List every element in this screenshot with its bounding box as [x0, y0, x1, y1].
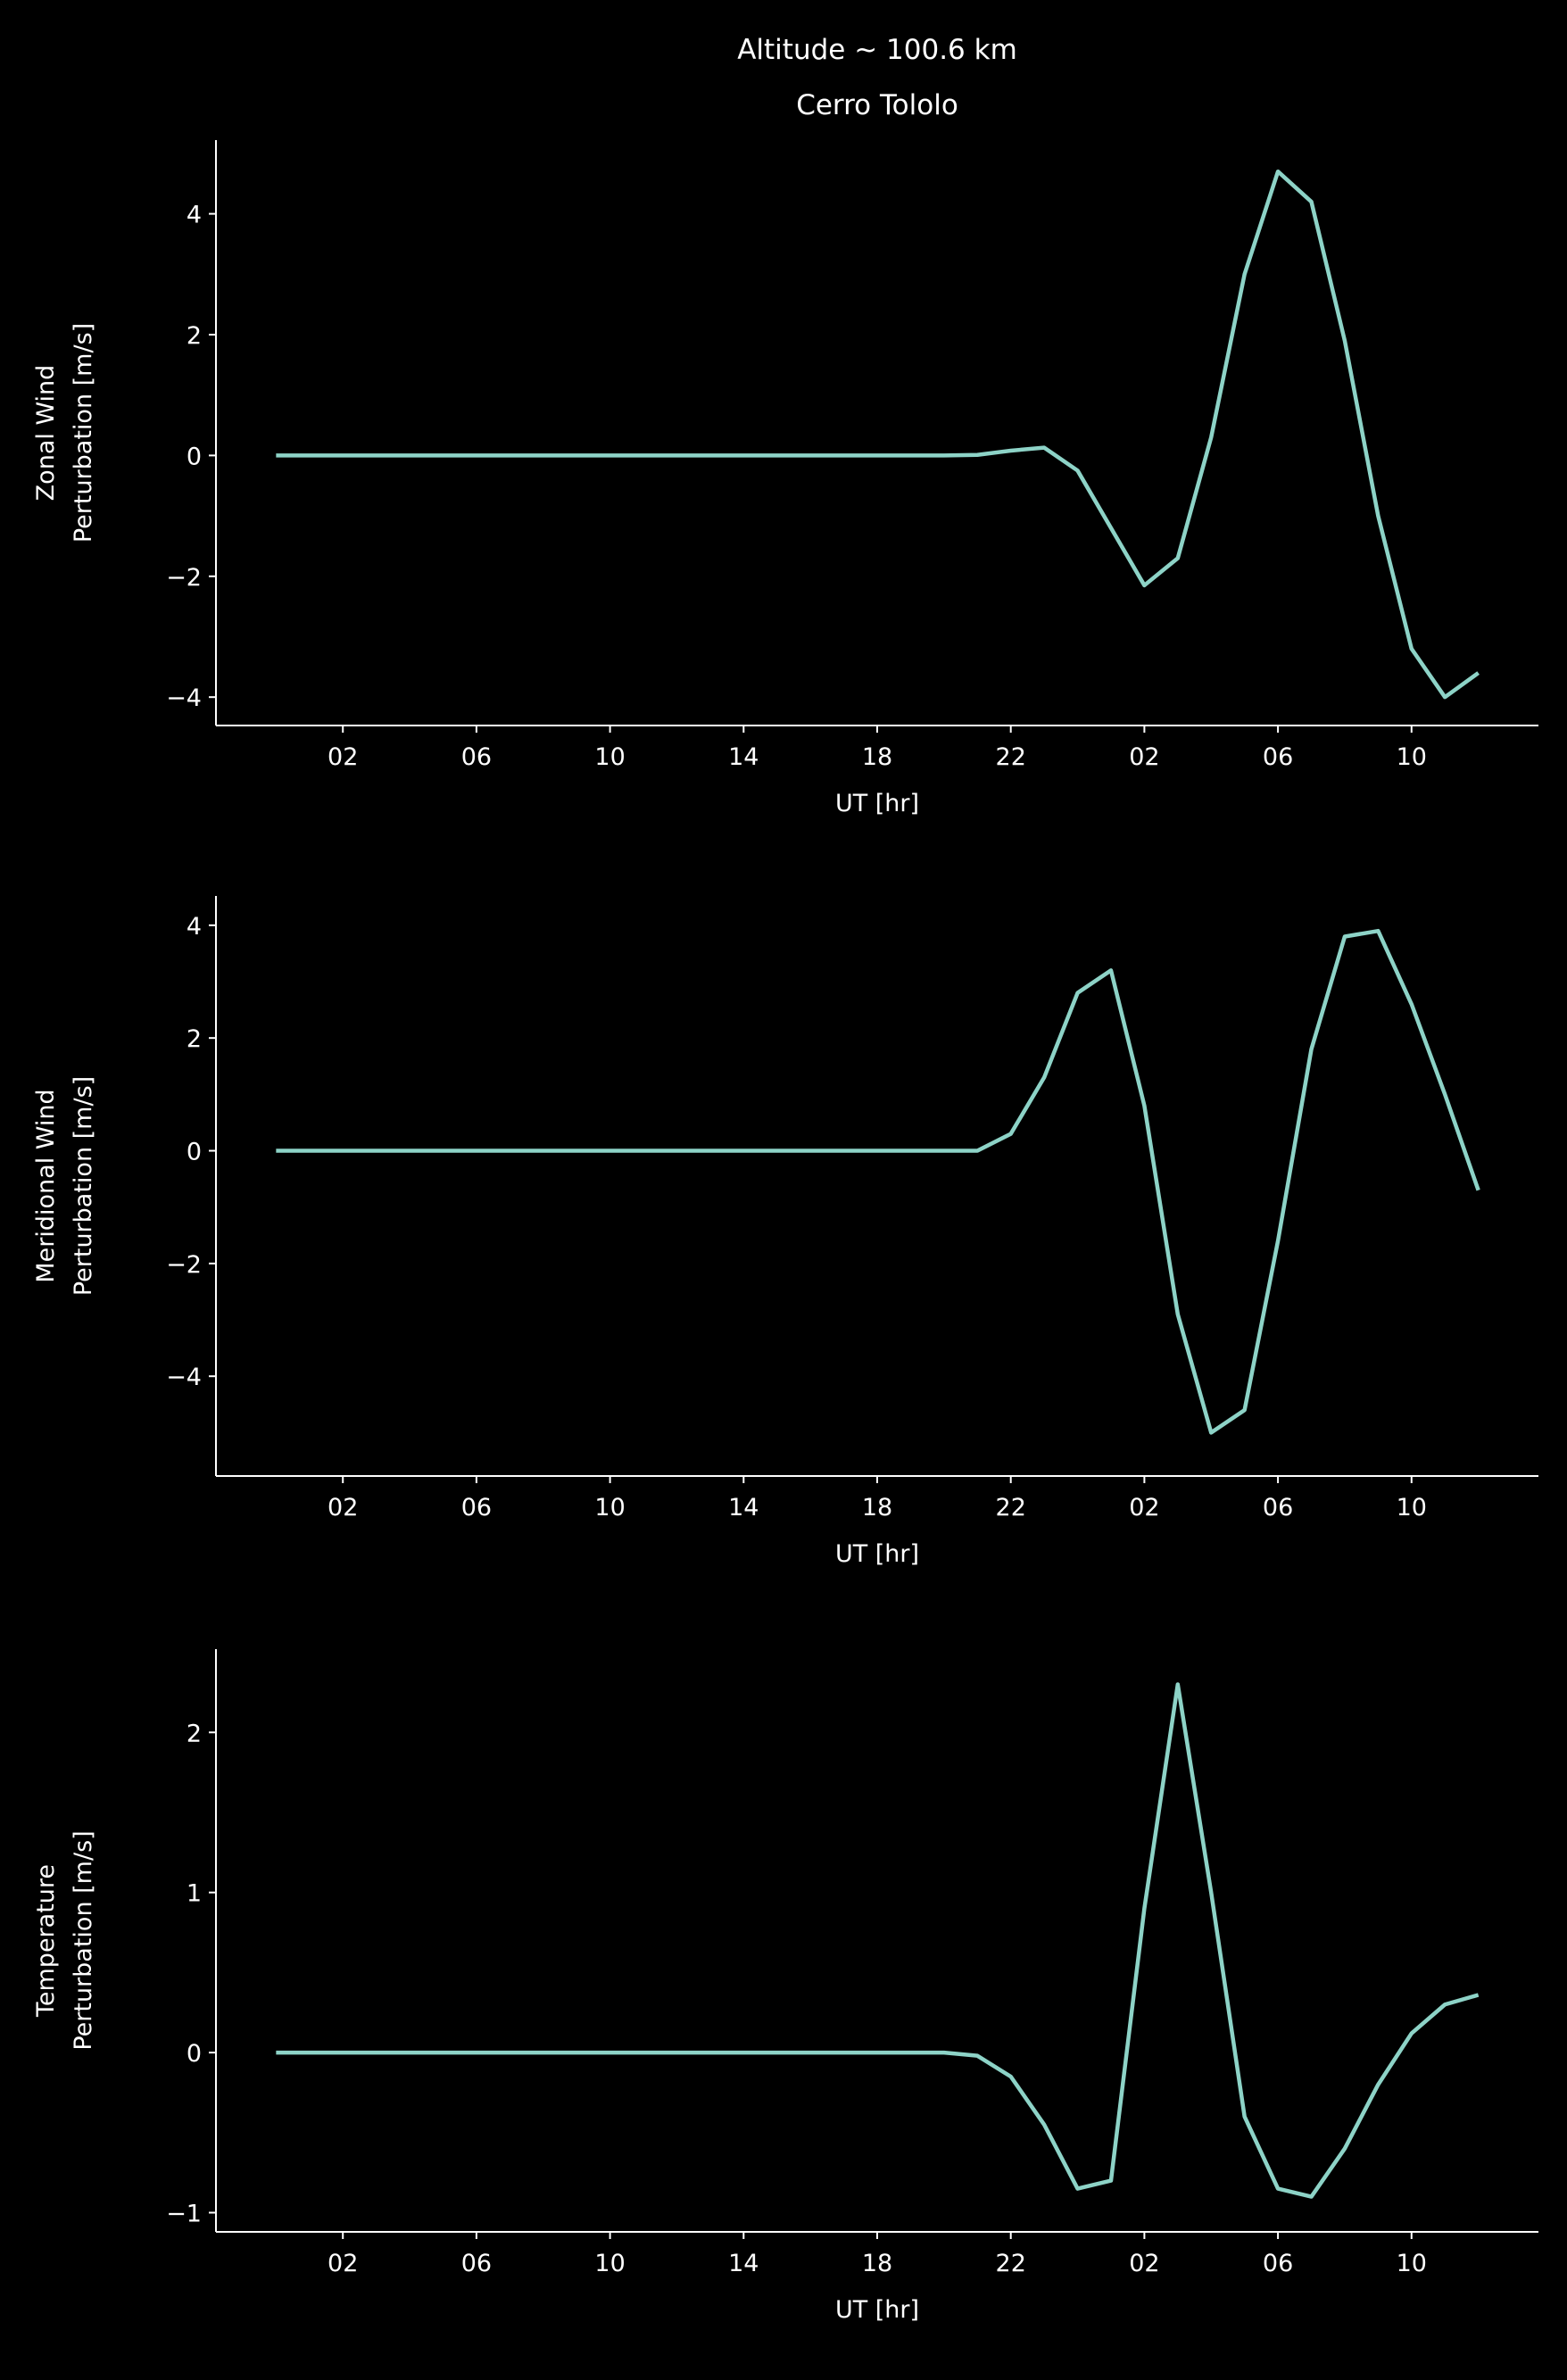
y-tick-label: −2	[166, 564, 202, 592]
x-tick-label: 06	[1263, 743, 1293, 771]
y-axis-label: Perturbation [m/s]	[70, 1076, 97, 1296]
x-tick-label: 02	[1129, 743, 1159, 771]
y-tick-label: 0	[187, 443, 202, 470]
x-tick-label: 10	[594, 1494, 625, 1522]
data-line	[276, 169, 1480, 700]
x-tick-label: 18	[862, 1494, 892, 1522]
y-tick-label: 4	[187, 202, 202, 229]
x-tick-label: 02	[1129, 2250, 1159, 2277]
x-tick-label: 06	[461, 743, 492, 771]
y-tick-label: 0	[187, 1139, 202, 1166]
y-tick-label: 2	[187, 322, 202, 350]
x-tick-label: 10	[1397, 2250, 1427, 2277]
y-axis-label: Perturbation [m/s]	[70, 323, 97, 543]
x-tick-label: 02	[1129, 1494, 1159, 1522]
y-tick-label: 2	[187, 1025, 202, 1053]
x-tick-label: 10	[1397, 1494, 1427, 1522]
x-tick-label: 14	[728, 2250, 759, 2277]
x-tick-label: 02	[327, 2250, 358, 2277]
chart-title: Cerro Tololo	[796, 89, 958, 121]
y-axis-label: Perturbation [m/s]	[70, 1830, 97, 2050]
x-tick-label: 02	[327, 1494, 358, 1522]
x-tick-label: 06	[1263, 1494, 1293, 1522]
y-tick-label: −2	[166, 1251, 202, 1279]
chart-title: Altitude ~ 100.6 km	[737, 34, 1017, 66]
x-tick-label: 14	[728, 743, 759, 771]
data-line	[276, 928, 1480, 1435]
y-tick-label: 0	[187, 2040, 202, 2068]
x-tick-label: 14	[728, 1494, 759, 1522]
y-tick-label: 4	[187, 913, 202, 941]
x-axis-label: UT [hr]	[835, 2296, 919, 2324]
x-tick-label: 10	[594, 743, 625, 771]
x-tick-label: 06	[461, 1494, 492, 1522]
data-line	[276, 1682, 1480, 2199]
y-axis-label: Meridional Wind	[32, 1089, 60, 1282]
y-tick-label: 2	[187, 1720, 202, 1747]
x-tick-label: 06	[461, 2250, 492, 2277]
x-axis-label: UT [hr]	[835, 790, 919, 817]
x-tick-label: 18	[862, 743, 892, 771]
x-tick-label: 10	[1397, 743, 1427, 771]
x-tick-label: 22	[996, 1494, 1026, 1522]
x-axis-label: UT [hr]	[835, 1540, 919, 1568]
x-tick-label: 02	[327, 743, 358, 771]
x-tick-label: 22	[996, 2250, 1026, 2277]
y-axis-label: Temperature	[32, 1864, 60, 2018]
y-tick-label: 1	[187, 1880, 202, 1908]
y-tick-label: −4	[166, 684, 202, 712]
y-tick-label: −1	[166, 2200, 202, 2227]
y-tick-label: −4	[166, 1364, 202, 1391]
x-tick-label: 06	[1263, 2250, 1293, 2277]
y-axis-label: Zonal Wind	[32, 365, 60, 502]
x-tick-label: 10	[594, 2250, 625, 2277]
x-tick-label: 18	[862, 2250, 892, 2277]
x-tick-label: 22	[996, 743, 1026, 771]
